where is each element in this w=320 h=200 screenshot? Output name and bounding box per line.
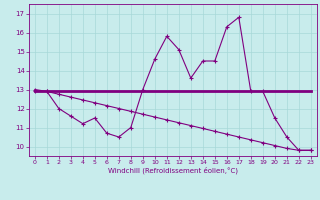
X-axis label: Windchill (Refroidissement éolien,°C): Windchill (Refroidissement éolien,°C) — [108, 167, 238, 174]
